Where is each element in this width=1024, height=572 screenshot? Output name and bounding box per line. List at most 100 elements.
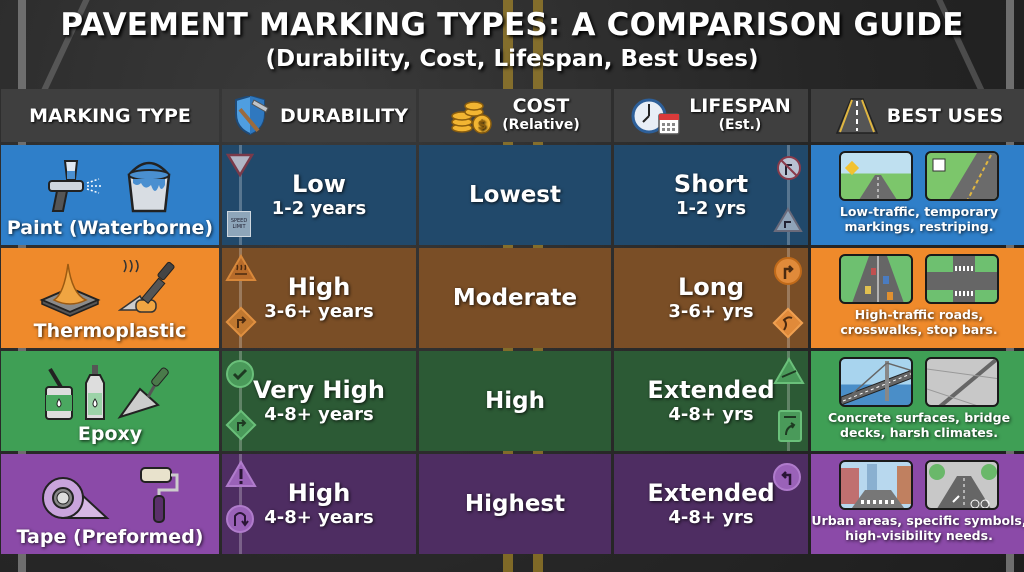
best-uses-text: Urban areas, specific symbols, high-visi…: [811, 513, 1024, 543]
melted-material-icon: [38, 260, 102, 318]
concrete-surface-image: [925, 357, 999, 407]
row-paint-lifespan: Short 1-2 yrs: [614, 145, 808, 245]
cost-value: Lowest: [469, 182, 561, 208]
row-thermoplastic-type: Thermoplastic: [1, 248, 219, 348]
lifespan-years: 3-6+ yrs: [668, 301, 754, 322]
column-header-lifespan: LIFESPAN (Est.): [614, 89, 808, 142]
lifespan-value: Extended: [647, 376, 775, 404]
lifespan-value: Long: [677, 273, 745, 301]
right-turn-diamond-sign-icon: [225, 306, 257, 338]
yield-sign-icon: [226, 153, 254, 177]
highway-traffic-image: [839, 254, 913, 304]
bottle-icon: [82, 363, 108, 421]
spray-gun-icon: [43, 157, 105, 215]
durability-value: Low: [292, 170, 346, 198]
column-header-durability: DURABILITY: [222, 89, 416, 142]
svg-text:$: $: [478, 118, 487, 133]
row-thermoplastic-best-uses: High-traffic roads, crosswalks, stop bar…: [811, 248, 1024, 348]
durability-years: 3-6+ years: [264, 301, 374, 322]
lifespan-value: Extended: [647, 479, 775, 507]
row-epoxy-durability: Very High 4-8+ years: [222, 351, 416, 451]
hot-surface-warning-sign-icon: [225, 254, 257, 282]
hot-applicator-icon: [118, 260, 182, 318]
marking-type-name: Tape (Preformed): [16, 526, 204, 548]
signpost: [239, 248, 242, 348]
best-uses-line: Urban areas, specific symbols,: [811, 513, 1024, 528]
row-epoxy-lifespan: Extended 4-8+ yrs: [614, 351, 808, 451]
column-header-label: DURABILITY: [280, 104, 408, 127]
clock-calendar-icon: [631, 96, 681, 136]
row-tape-type: Tape (Preformed): [1, 454, 219, 554]
durability-years: 1-2 years: [271, 198, 367, 219]
tape-roll-icon: [41, 474, 111, 524]
marking-type-name: Thermoplastic: [33, 320, 187, 342]
row-paint-best-uses: Low-traffic, temporary markings, restrip…: [811, 145, 1024, 245]
row-tape-cost: Highest: [419, 454, 611, 554]
winding-road-diamond-sign-icon: [771, 306, 805, 340]
best-uses-text: High-traffic roads, crosswalks, stop bar…: [840, 307, 997, 337]
signpost: [239, 351, 242, 451]
trowel-icon: [116, 363, 176, 421]
lifespan-years: 1-2 yrs: [675, 198, 747, 219]
row-thermoplastic-lifespan: Long 3-6+ yrs: [614, 248, 808, 348]
cost-value: Highest: [464, 491, 566, 517]
marking-type-name: Paint (Waterborne): [6, 217, 214, 239]
best-uses-line: markings, restriping.: [844, 219, 994, 234]
u-turn-sign-icon: [225, 504, 255, 534]
bridge-deck-image: [839, 357, 913, 407]
checkmark-sign-icon: [225, 359, 255, 389]
signpost: [787, 248, 790, 348]
bike-lane-image: [925, 460, 999, 510]
curve-rectangle-sign-icon: [777, 409, 803, 443]
speed-limit-sign-icon: SPEED LIMIT: [227, 211, 251, 237]
row-thermoplastic-durability: High 3-6+ years: [222, 248, 416, 348]
row-tape-best-uses: Urban areas, specific symbols, high-visi…: [811, 454, 1024, 554]
column-header-label: MARKING TYPE: [29, 104, 191, 127]
page-header: PAVEMENT MARKING TYPES: A COMPARISON GUI…: [0, 6, 1024, 74]
right-turn-round-sign-icon: [773, 256, 803, 286]
coins-icon: $: [450, 98, 494, 134]
row-epoxy-cost: High: [419, 351, 611, 451]
page-subtitle: (Durability, Cost, Lifespan, Best Uses): [265, 46, 759, 72]
exclamation-warning-sign-icon: [225, 460, 257, 488]
slope-warning-sign-icon: [773, 357, 805, 385]
restriped-road-image: [925, 151, 999, 201]
lifespan-years: 4-8+ yrs: [668, 404, 754, 425]
lifespan-years: 4-8+ yrs: [668, 507, 754, 528]
no-right-turn-sign-icon: [776, 155, 802, 181]
durability-years: 4-8+ years: [264, 404, 374, 425]
durability-value: Very High: [253, 376, 385, 404]
right-turn-diamond-sign-icon: [225, 409, 257, 441]
row-epoxy-best-uses: Concrete surfaces, bridge decks, harsh c…: [811, 351, 1024, 451]
shield-hammer-icon: [230, 95, 272, 136]
signpost: [239, 145, 242, 245]
durability-value: High: [287, 479, 351, 507]
lifespan-value: Short: [673, 170, 749, 198]
best-uses-line: decks, harsh climates.: [840, 425, 998, 440]
column-header-sublabel: (Est.): [718, 116, 762, 133]
curve-warning-sign-icon: [773, 207, 803, 233]
best-uses-line: High-traffic roads,: [854, 307, 984, 322]
row-epoxy-type: Epoxy: [1, 351, 219, 451]
best-uses-line: crosswalks, stop bars.: [840, 322, 998, 337]
row-paint-type: Paint (Waterborne): [1, 145, 219, 245]
column-header-best-uses: BEST USES: [811, 89, 1024, 142]
left-turn-round-sign-icon: [772, 462, 802, 492]
best-uses-text: Low-traffic, temporary markings, restrip…: [840, 204, 998, 234]
rural-road-image: [839, 151, 913, 201]
comparison-table: MARKING TYPE DURABILITY $ COST: [0, 89, 1024, 554]
marking-type-name: Epoxy: [77, 423, 143, 445]
row-thermoplastic-cost: Moderate: [419, 248, 611, 348]
page-title: PAVEMENT MARKING TYPES: A COMPARISON GUI…: [60, 7, 964, 43]
signpost: [239, 454, 242, 554]
cost-value: High: [485, 388, 545, 414]
signpost: [787, 351, 790, 451]
urban-street-image: [839, 460, 913, 510]
best-uses-line: Concrete surfaces, bridge: [827, 410, 1011, 425]
best-uses-line: high-visibility needs.: [845, 528, 993, 543]
column-header-label: COST: [512, 94, 570, 117]
durability-years: 4-8+ years: [264, 507, 374, 528]
column-header-label: LIFESPAN: [689, 94, 791, 117]
epoxy-can-icon: [44, 367, 74, 421]
intersection-crosswalk-image: [925, 254, 999, 304]
